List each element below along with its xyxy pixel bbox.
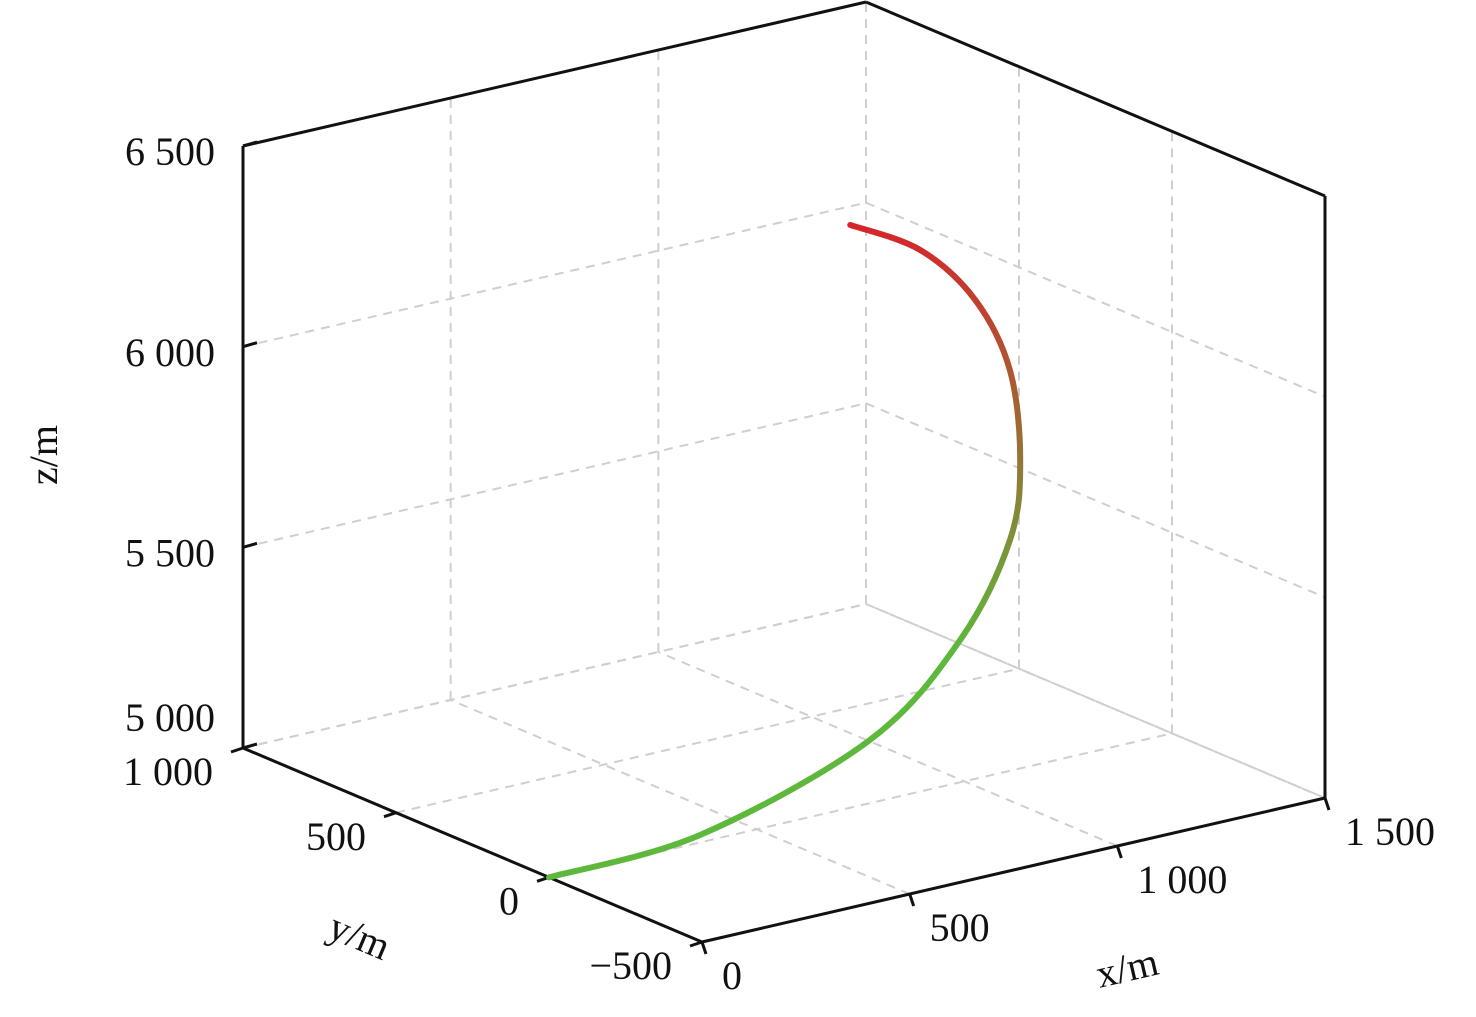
grid-line (865, 603, 1326, 799)
z-axis-title: z/m (21, 425, 66, 485)
x-tick (1115, 845, 1123, 859)
box-edge (242, 0, 867, 148)
x-tick-label: 0 (722, 953, 742, 998)
y-tick-label: 1 000 (123, 749, 213, 794)
y-tick-label: −500 (589, 943, 672, 988)
x-tick-label: 500 (930, 905, 990, 950)
grid-line (657, 651, 1118, 847)
grid-line (242, 402, 867, 549)
z-tick (242, 341, 258, 349)
grid-line (450, 699, 911, 895)
grid-line (548, 732, 1173, 879)
trajectory (546, 221, 1024, 881)
x-axis-title: x/m (1092, 939, 1163, 997)
z-tick (242, 541, 258, 549)
z-tick-label: 5 000 (125, 695, 215, 740)
z-tick-label: 6 000 (125, 330, 215, 375)
y-tick-label: 500 (306, 814, 366, 859)
x-axis (701, 796, 1326, 944)
z-tick-label: 5 500 (125, 531, 215, 576)
z-tick-label: 6 500 (125, 129, 215, 174)
grid-line (865, 603, 1326, 799)
x-tick (1323, 797, 1331, 811)
y-axis (242, 746, 703, 944)
y-tick (230, 746, 244, 754)
grid-line (242, 201, 867, 348)
box-edge (865, 0, 1326, 198)
x-tick (700, 941, 708, 955)
z-tick (242, 742, 258, 750)
grid-line (865, 402, 1326, 599)
grid-line (865, 201, 1326, 398)
y-axis-title: y/m (322, 903, 397, 969)
grid-line (395, 667, 1020, 814)
grid-line (242, 603, 867, 749)
x-tick-label: 1 000 (1137, 857, 1227, 902)
y-tick (689, 940, 703, 948)
x-tick (908, 893, 916, 907)
z-tick (242, 140, 258, 148)
x-tick-label: 1 500 (1345, 809, 1435, 854)
y-tick (383, 811, 397, 819)
y-tick-label: 0 (499, 879, 519, 924)
